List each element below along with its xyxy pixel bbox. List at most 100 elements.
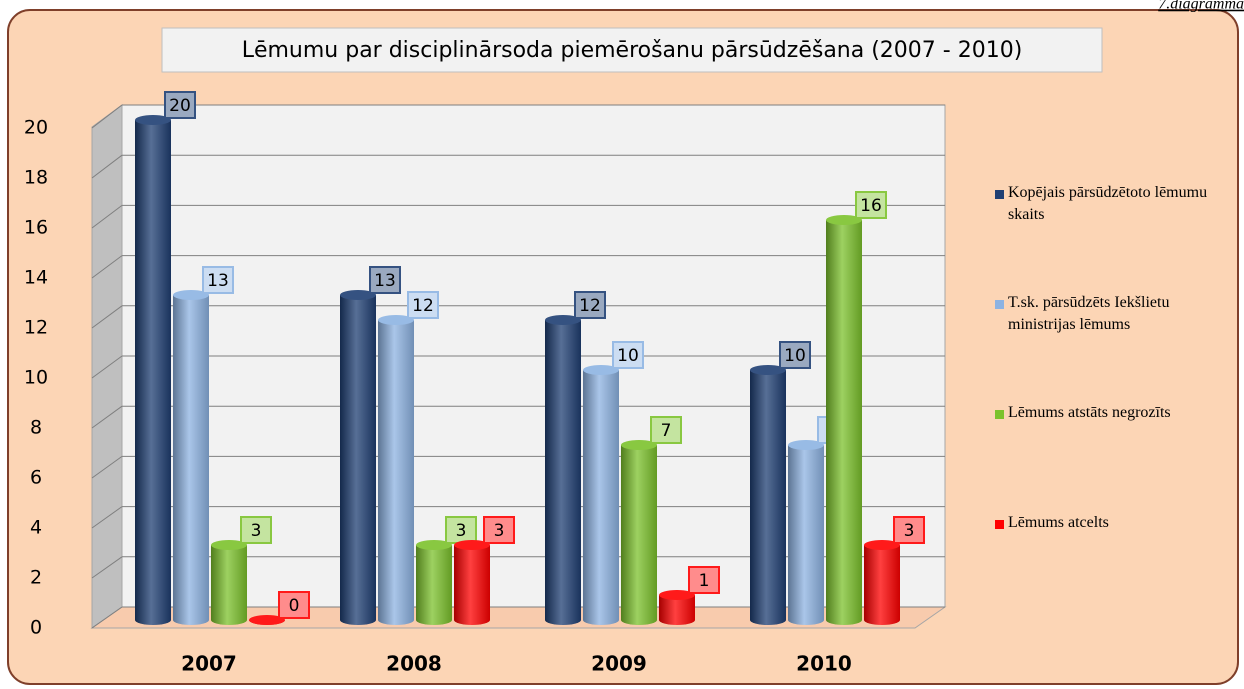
legend-swatch <box>995 520 1004 529</box>
bar-top <box>249 615 285 625</box>
legend-swatch <box>995 410 1004 419</box>
value-label: 12 <box>579 296 601 316</box>
value-label: 13 <box>374 271 396 291</box>
value-label: 10 <box>784 346 806 366</box>
bar-body <box>864 545 900 625</box>
bar <box>826 215 862 625</box>
bar-body <box>788 445 824 625</box>
bar-top <box>750 365 786 375</box>
corner-label: 7.diagramma <box>1158 0 1244 13</box>
legend-swatch <box>995 300 1004 309</box>
value-label: 10 <box>617 346 639 366</box>
y-tick-label: 4 <box>30 517 42 539</box>
y-tick-label: 20 <box>24 117 48 139</box>
grid-line <box>91 154 123 179</box>
bar-top <box>378 315 414 325</box>
bar-body <box>659 595 695 625</box>
value-label: 3 <box>494 521 505 541</box>
y-tick-label: 16 <box>24 217 48 239</box>
value-label-box <box>779 341 811 369</box>
bar-body <box>583 370 619 625</box>
y-tick-label: 0 <box>30 617 42 639</box>
value-label: 13 <box>207 271 229 291</box>
legend-label: Lēmums atstāts negrozīts <box>1008 404 1171 421</box>
value-label-box <box>650 416 682 444</box>
bar <box>583 365 619 625</box>
value-label-box <box>202 266 234 294</box>
bar-top <box>135 115 171 125</box>
value-label: 12 <box>412 296 434 316</box>
bar-top <box>583 365 619 375</box>
bar <box>545 315 581 625</box>
legend-entry: Lēmums atstāts negrozīts <box>1008 404 1171 421</box>
legend-entry: Kopējais pārsūdzētoto lēmumu skaits <box>1008 184 1207 223</box>
y-tick-label: 14 <box>24 267 48 289</box>
bar <box>454 540 490 625</box>
y-tick-label: 12 <box>24 317 48 339</box>
bar-body <box>135 120 171 625</box>
value-label: 16 <box>860 196 882 216</box>
legend-entry: Lēmums atcelts <box>1008 514 1109 531</box>
grid-line <box>91 556 123 579</box>
bar-top <box>454 540 490 550</box>
x-tick-label: 2009 <box>591 652 647 676</box>
legend-label: T.sk. pārsūdzēts Iekšlietu ministrijas l… <box>1008 294 1170 333</box>
bar-top <box>826 215 862 225</box>
title-box <box>161 27 1103 73</box>
grid-line <box>91 506 123 529</box>
grid-line <box>91 205 123 229</box>
chart-title: Lēmumu par disciplinārsoda piemērošanu p… <box>242 38 1023 63</box>
bar-top <box>416 540 452 550</box>
bar-top <box>340 290 376 300</box>
bar-body <box>340 295 376 625</box>
y-tick-label: 6 <box>30 467 42 489</box>
bar <box>340 290 376 625</box>
value-label: 20 <box>169 96 191 116</box>
bar-top <box>173 290 209 300</box>
value-label-box <box>574 291 606 319</box>
x-tick-label: 2008 <box>386 652 442 676</box>
bar <box>788 440 824 625</box>
bar-body <box>454 545 490 625</box>
bar-body <box>378 320 414 625</box>
grid-line <box>91 104 123 129</box>
bar <box>173 290 209 625</box>
value-label-box <box>240 516 272 544</box>
bar <box>378 315 414 625</box>
grid-line <box>91 405 123 429</box>
bar-body <box>173 295 209 625</box>
bar <box>416 540 452 625</box>
grid-line <box>91 355 123 379</box>
value-label: 1 <box>699 571 710 591</box>
legend-swatch <box>995 190 1004 199</box>
bar <box>211 540 247 625</box>
bar-top <box>545 315 581 325</box>
value-label: 3 <box>456 521 467 541</box>
x-tick-label: 2007 <box>181 652 237 676</box>
value-label-box <box>688 566 720 594</box>
bar <box>659 590 695 625</box>
bar-top <box>621 440 657 450</box>
y-tick-label: 10 <box>24 367 48 389</box>
value-label: 3 <box>251 521 262 541</box>
bar <box>249 615 285 625</box>
bar-body <box>621 445 657 625</box>
value-label: 3 <box>904 521 915 541</box>
bar-top <box>864 540 900 550</box>
bar <box>864 540 900 625</box>
value-label-box <box>369 266 401 294</box>
y-tick-label: 2 <box>30 567 42 589</box>
value-label-box <box>612 341 644 369</box>
legend-label: Lēmums atcelts <box>1008 514 1109 531</box>
y-tick-label: 8 <box>30 417 42 439</box>
bar-top <box>659 590 695 600</box>
value-label-box <box>893 516 925 544</box>
bar-body <box>826 220 862 625</box>
value-label-box <box>855 191 887 219</box>
y-tick-label: 18 <box>24 167 48 189</box>
bar <box>750 365 786 625</box>
bar-top <box>788 440 824 450</box>
bar <box>135 115 171 625</box>
value-label-box <box>407 291 439 319</box>
